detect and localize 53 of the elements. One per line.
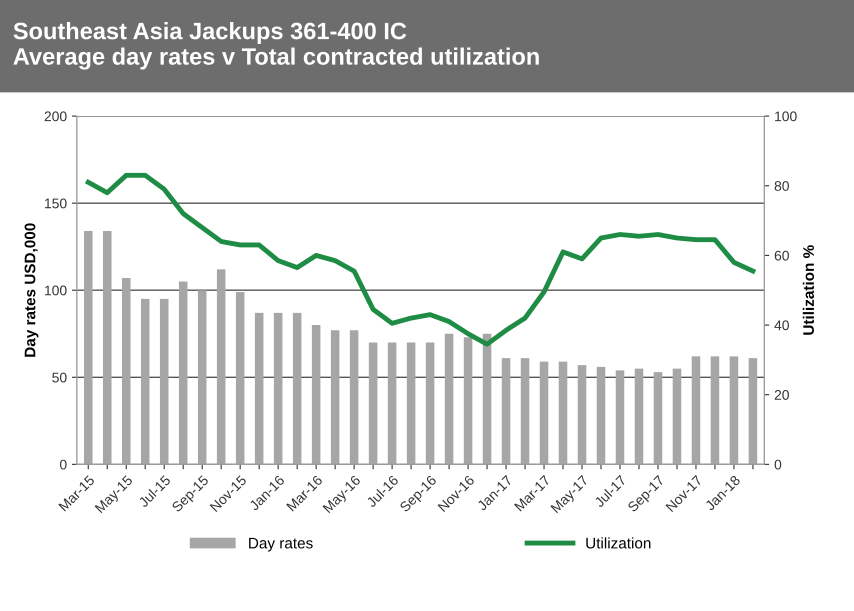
y2-tick-label: 60	[774, 250, 789, 261]
y2-tick-label: 0	[774, 460, 782, 470]
bar	[160, 298, 168, 464]
legend-label: Day rates	[249, 538, 313, 552]
bar	[540, 362, 548, 464]
bar	[730, 356, 738, 464]
bar	[406, 342, 416, 464]
bar	[312, 325, 320, 464]
bar	[482, 334, 492, 464]
y2-tick-label: 20	[774, 390, 789, 400]
legend-label: Utilization	[586, 537, 650, 549]
bar	[122, 278, 131, 464]
y-tick-label: 50	[52, 372, 67, 382]
y-tick-label: 100	[45, 286, 67, 296]
bar	[236, 292, 244, 464]
y2-tick-label: 100	[775, 111, 797, 122]
y-tick-label: 150	[45, 198, 67, 208]
bar	[140, 298, 150, 464]
bar	[350, 330, 358, 464]
y-tick-label: 0	[60, 460, 67, 470]
bar	[198, 290, 206, 464]
y-axis-title: Day rates USD,000	[24, 223, 38, 357]
bar	[274, 312, 282, 464]
bar	[368, 342, 378, 464]
y2-tick-label: 80	[774, 181, 789, 191]
bar	[616, 370, 624, 464]
bar	[672, 368, 682, 464]
bar	[520, 358, 530, 464]
bar	[634, 368, 644, 464]
bar	[654, 372, 662, 464]
bar	[444, 334, 454, 464]
bar	[558, 362, 568, 464]
bar	[710, 356, 720, 464]
bar	[464, 337, 472, 464]
bar	[578, 365, 586, 464]
bar	[216, 269, 226, 464]
line-series	[86, 172, 756, 347]
bar	[692, 356, 700, 464]
bar	[292, 312, 302, 464]
bar	[84, 231, 93, 464]
bar	[102, 231, 112, 464]
bar	[596, 366, 606, 464]
bar	[748, 358, 758, 464]
chart-title: Southeast Asia Jackups 361-400 IC Average day rates v Total contracted utilization	[13, 22, 539, 70]
y-tick-label: 200	[44, 111, 67, 122]
y2-tick-label: 40	[774, 320, 789, 330]
bar	[426, 342, 434, 464]
bar	[388, 342, 396, 464]
bar	[254, 312, 264, 464]
bar	[178, 282, 188, 464]
bar	[502, 358, 510, 464]
y2-axis-title: Utilization %	[802, 245, 814, 335]
bar	[330, 330, 340, 464]
